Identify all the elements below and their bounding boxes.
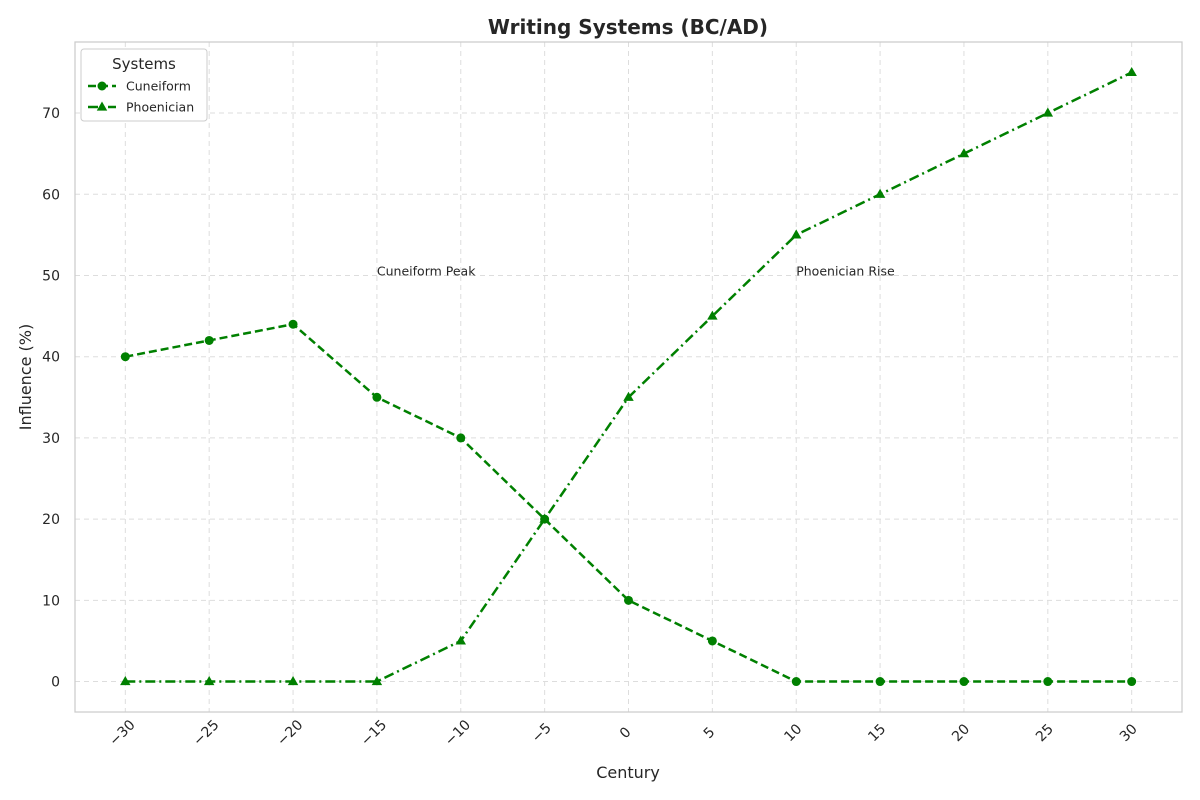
data-point bbox=[120, 352, 130, 362]
data-point bbox=[288, 319, 298, 329]
data-point bbox=[707, 636, 717, 646]
data-point bbox=[539, 513, 550, 523]
data-point bbox=[874, 188, 886, 198]
data-point bbox=[287, 676, 299, 686]
series-phoenician bbox=[120, 66, 1137, 686]
data-point bbox=[707, 310, 718, 320]
data-point bbox=[791, 677, 801, 687]
legend-label: Phoenician bbox=[126, 100, 194, 115]
data-point bbox=[624, 595, 633, 605]
y-tick-label: 30 bbox=[42, 431, 60, 447]
plot-frame bbox=[74, 41, 1183, 713]
data-point bbox=[791, 229, 802, 239]
data-point bbox=[120, 676, 131, 686]
legend-entry-cuneiform: Cuneiform bbox=[88, 79, 191, 94]
legend-title: Systems bbox=[112, 55, 176, 73]
data-point bbox=[875, 677, 885, 687]
legend: Systems Cuneiform Phoenician bbox=[80, 48, 208, 122]
y-tick-label: 60 bbox=[42, 187, 60, 203]
y-tick-label: 70 bbox=[42, 106, 60, 122]
data-series bbox=[120, 66, 1137, 687]
legend-entry-phoenician: Phoenician bbox=[88, 100, 194, 115]
data-point bbox=[1127, 677, 1137, 687]
y-axis-title: Influence (%) bbox=[16, 324, 35, 430]
data-point bbox=[456, 433, 466, 443]
circle-marker-icon bbox=[97, 81, 107, 91]
data-point bbox=[958, 148, 970, 158]
annotation-label: Cuneiform Peak bbox=[377, 263, 476, 278]
data-point bbox=[203, 676, 215, 686]
y-tick-label: 20 bbox=[42, 512, 60, 528]
x-axis-title: Century bbox=[596, 763, 660, 782]
data-point bbox=[959, 677, 969, 687]
data-point bbox=[204, 335, 214, 345]
data-point bbox=[623, 391, 634, 401]
annotation-label: Phoenician Rise bbox=[796, 263, 895, 278]
data-point bbox=[455, 635, 466, 645]
annotations: Cuneiform Peak Phoenician Rise bbox=[377, 263, 895, 278]
data-point bbox=[1042, 107, 1054, 117]
y-tick-label: 40 bbox=[42, 350, 60, 366]
data-point bbox=[372, 392, 382, 402]
legend-box bbox=[80, 48, 208, 122]
y-tick-label: 0 bbox=[51, 675, 60, 691]
data-point bbox=[1126, 66, 1137, 77]
y-tick-label: 50 bbox=[42, 268, 60, 284]
triangle-marker-icon bbox=[96, 101, 108, 111]
legend-label: Cuneiform bbox=[126, 79, 191, 94]
data-point bbox=[371, 676, 383, 686]
y-tick-label: 10 bbox=[42, 593, 60, 609]
data-point bbox=[1043, 677, 1053, 687]
chart-title: Writing Systems (BC/AD) bbox=[488, 15, 768, 39]
